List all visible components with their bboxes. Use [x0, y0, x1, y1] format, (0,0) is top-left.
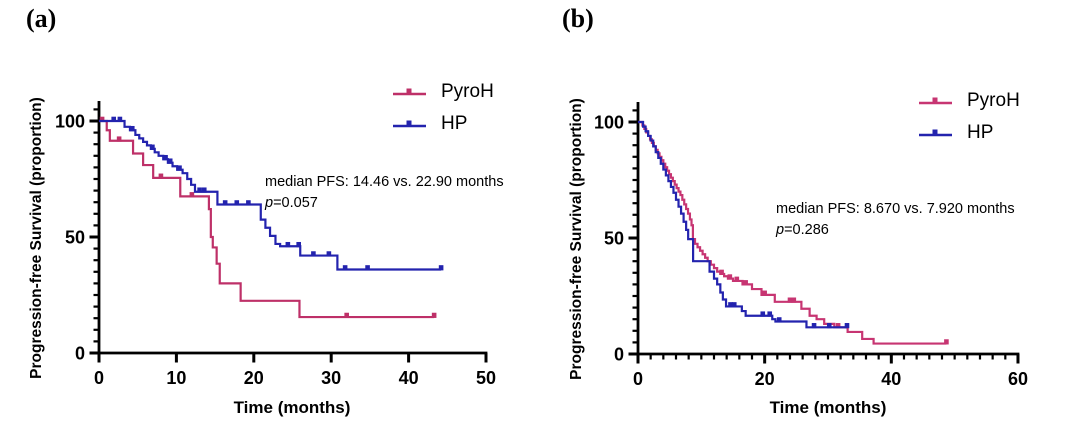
censor-mark-pyroh: [734, 276, 740, 282]
legend-b: PyroH HP: [918, 88, 1020, 146]
x-axis-title-b: Time (months): [769, 398, 887, 417]
censor-mark-hp: [177, 165, 182, 171]
censor-mark-hp: [285, 241, 291, 248]
censor-mark-pyroh: [727, 274, 733, 280]
censor-mark-pyroh: [835, 323, 841, 329]
censor-mark-hp: [111, 116, 117, 122]
censor-mark-hp: [222, 200, 228, 206]
x-tick-label: 60: [1008, 369, 1028, 389]
y-tick-label: 0: [614, 345, 624, 365]
axis-lines: [97, 101, 488, 355]
censor-mark-pyroh: [431, 312, 437, 318]
censor-mark-pyroh: [344, 312, 349, 318]
legend-item-hp-a: HP: [392, 111, 494, 137]
y-tick-label: 50: [65, 228, 85, 248]
legend-item-pyroh-a: PyroH: [392, 79, 494, 105]
censor-mark-hp: [234, 200, 240, 206]
median-pfs-text-b: median PFS: 8.670 vs. 7.920 months: [776, 201, 1015, 217]
y-tick-label: 100: [55, 112, 85, 132]
censor-mark-hp: [844, 323, 850, 329]
censor-mark-pyroh: [99, 116, 105, 122]
censor-mark-hp: [760, 311, 766, 317]
censor-mark-hp: [150, 144, 155, 150]
legend-label-hp-a: HP: [441, 113, 468, 134]
legend-label-hp-b: HP: [967, 122, 994, 143]
censor-mark-hp: [163, 154, 168, 161]
censor-mark-hp: [167, 158, 173, 164]
x-tick-label: 50: [476, 368, 496, 388]
censor-mark-pyroh: [762, 290, 767, 296]
censor-mark-hp: [767, 311, 773, 317]
x-tick-label: 40: [399, 368, 419, 388]
x-axis-title-a: Time (months): [233, 398, 351, 417]
annotation-b: median PFS: 8.670 vs. 7.920 months p=0.2…: [776, 199, 1015, 241]
censor-mark-hp: [811, 323, 817, 329]
censor-mark-pyroh: [189, 192, 195, 198]
x-tick-label: 0: [633, 369, 643, 389]
x-tick-label: 20: [244, 368, 264, 388]
censor-mark-hp: [438, 265, 444, 271]
legend-label-pyroh-b: PyroH: [967, 90, 1020, 111]
panel-b: 0 50 100 0 20 40 60: [594, 102, 1028, 389]
censor-mark-hp: [197, 187, 202, 193]
x-tick-label: 30: [321, 368, 341, 388]
censor-mark-hp: [326, 251, 332, 257]
censor-mark-pyroh: [743, 280, 748, 286]
y-tick-label: 50: [604, 229, 624, 249]
censor-mark-hp: [776, 317, 782, 323]
legend-item-pyroh-b: PyroH: [918, 88, 1020, 114]
y-axis-title-a: Progression-free Survival (proportion): [28, 97, 45, 379]
censor-mark-pyroh: [787, 297, 793, 303]
x-tick-label: 20: [755, 369, 775, 389]
legend-label-pyroh-a: PyroH: [441, 81, 494, 102]
censor-mark-hp: [365, 265, 370, 271]
censor-mark-pyroh: [116, 136, 122, 142]
censor-mark-hp: [311, 251, 316, 257]
pyroh-curve-marker-icon: [919, 97, 952, 104]
censor-mark-hp: [246, 200, 251, 206]
censor-mark-pyroh: [944, 339, 949, 345]
censor-mark-hp: [826, 323, 832, 329]
x-tick-label: 10: [166, 368, 186, 388]
censor-mark-hp: [129, 125, 135, 132]
x-tick-label: 40: [881, 369, 901, 389]
censor-mark-hp: [296, 241, 301, 248]
panel-label-b: (b): [562, 4, 594, 33]
panel-a: 0 50 100 0 10 20 30 40 50: [55, 101, 496, 388]
annotation-a: median PFS: 14.46 vs. 22.90 months p=0.0…: [265, 172, 504, 214]
legend-item-hp-b: HP: [918, 120, 1020, 146]
y-axis-title-b: Progression-free Survival (proportion): [568, 98, 585, 380]
censor-mark-pyroh: [719, 269, 724, 275]
panel-label-a: (a): [26, 4, 57, 33]
hp-curve-marker-icon: [393, 120, 426, 127]
y-tick-label: 100: [594, 113, 624, 133]
survival-curve-pyroh: [99, 119, 435, 319]
legend-a: PyroH HP: [392, 79, 494, 137]
censor-mark-hp: [728, 302, 733, 308]
pyroh-curve-marker-icon: [393, 88, 426, 95]
censor-mark-pyroh: [158, 173, 164, 179]
censor-mark-hp: [117, 116, 123, 122]
x-tick-label: 0: [94, 368, 104, 388]
hp-curve-marker-icon: [919, 129, 952, 136]
censor-mark-hp: [731, 302, 737, 308]
p-value-text-b: p=0.286: [776, 222, 829, 238]
survival-curve-hp: [99, 119, 442, 271]
p-value-text-a: p=0.057: [265, 195, 318, 211]
censor-mark-hp: [201, 187, 207, 193]
censor-mark-pyroh: [791, 297, 797, 303]
y-tick-label: 0: [75, 344, 85, 364]
median-pfs-text-a: median PFS: 14.46 vs. 22.90 months: [265, 174, 504, 190]
censor-mark-hp: [342, 265, 348, 271]
